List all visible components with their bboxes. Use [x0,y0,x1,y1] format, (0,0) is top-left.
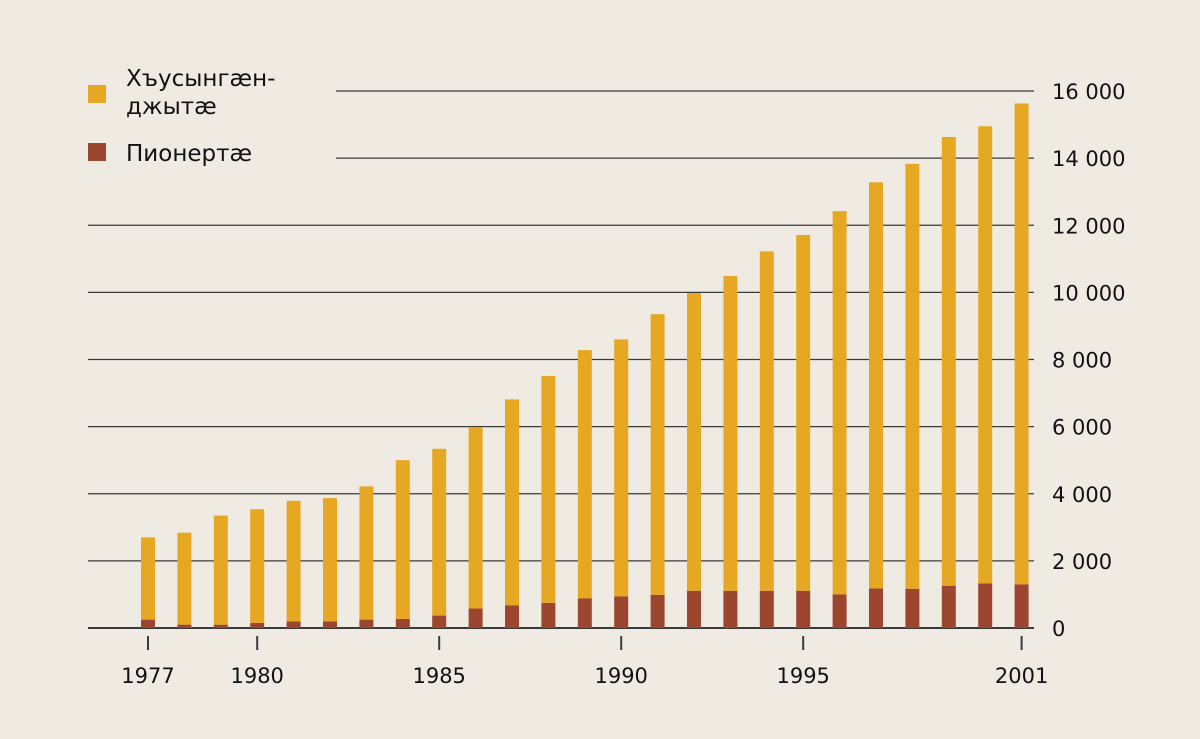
bar-segment-listeners-1995 [796,234,811,591]
y-tick-label: 6 000 [1052,416,1112,440]
y-tick-label: 8 000 [1052,349,1112,373]
bar-segment-pioneers-1989 [577,598,592,628]
bar-segment-listeners-1991 [650,314,665,595]
x-axis: 1977 1980 1985 1990 1995 2001 [121,636,1048,688]
legend: Хъусынгæн-джытæ Пионертæ [88,66,275,167]
y-tick-label: 12 000 [1052,214,1125,238]
bar-segment-listeners-1994 [759,251,774,591]
bar-segment-listeners-1998 [905,163,920,589]
bars [141,103,1029,628]
legend-label-listeners-line2: джытæ [126,94,217,120]
bar-segment-listeners-1982 [323,498,337,622]
bar-segment-pioneers-1980 [250,622,265,628]
bar-segment-pioneers-1985 [432,615,447,628]
bar-segment-listeners-1987 [505,399,519,606]
bar-segment-listeners-1978 [177,532,192,625]
bar-segment-pioneers-1988 [541,602,556,628]
y-tick-label: 0 [1052,617,1065,641]
bar-segment-listeners-1997 [869,182,883,589]
legend-swatch-listeners [88,85,106,103]
bar-segment-listeners-1996 [832,211,847,595]
x-tick-label: 1977 [121,664,174,688]
x-tick-label: 1990 [594,664,647,688]
legend-swatch-pioneers [88,143,106,161]
bar-segment-pioneers-1990 [614,596,629,628]
bar-segment-listeners-1992 [687,293,701,591]
y-tick-label: 4 000 [1052,483,1112,507]
x-tick-label: 1995 [776,664,829,688]
bar-segment-listeners-2000 [978,126,993,584]
bar-segment-pioneers-1981 [286,621,301,628]
bar-segment-pioneers-1986 [468,608,483,628]
x-tick-label: 2001 [995,664,1048,688]
bar-segment-listeners-1984 [395,460,410,619]
bar-segment-pioneers-1994 [759,590,774,628]
bar-segment-pioneers-1999 [941,585,956,628]
x-tick-label: 1985 [412,664,465,688]
bar-segment-listeners-1977 [141,537,155,620]
bar-segment-pioneers-1982 [323,621,337,628]
bar-segment-pioneers-1984 [395,618,410,628]
bar-segment-pioneers-1998 [905,588,920,628]
bar-segment-pioneers-1996 [832,594,847,628]
bar-segment-listeners-1993 [723,275,738,591]
bar-segment-pioneers-1992 [687,590,701,628]
bar-segment-pioneers-1993 [723,590,738,628]
bar-segment-listeners-1989 [577,350,592,599]
y-tick-label: 16 000 [1052,80,1125,104]
y-tick-label: 10 000 [1052,281,1125,305]
legend-label-listeners-line1: Хъусынгæн- [126,66,275,92]
bar-segment-pioneers-1977 [141,619,155,628]
bar-segment-pioneers-1991 [650,594,665,628]
legend-label-pioneers: Пионертæ [126,141,252,167]
gridlines [88,90,1034,629]
bar-segment-listeners-1985 [432,448,447,616]
bar-segment-pioneers-1978 [177,624,192,628]
bar-segment-pioneers-2000 [978,583,993,628]
bar-segment-listeners-1988 [541,375,556,603]
x-tick-label: 1980 [230,664,283,688]
y-axis: 0 2 000 4 000 6 000 8 000 10 000 12 000 14 000 1… [1052,80,1125,641]
bar-segment-listeners-2001 [1014,103,1029,585]
bar-segment-listeners-1980 [250,509,265,623]
bar-segment-pioneers-1979 [213,624,228,628]
bar-segment-listeners-1979 [213,515,228,625]
bar-segment-pioneers-1995 [796,590,811,628]
bar-segment-listeners-1999 [941,136,956,586]
bar-segment-listeners-1981 [286,500,301,622]
bar-segment-pioneers-1997 [869,588,883,628]
bar-segment-listeners-1990 [614,339,629,597]
bar-segment-pioneers-2001 [1014,584,1029,628]
bar-segment-pioneers-1983 [359,619,374,628]
bar-segment-pioneers-1987 [505,605,519,628]
bar-segment-listeners-1983 [359,486,374,620]
y-tick-label: 2 000 [1052,550,1112,574]
bar-segment-listeners-1986 [468,427,483,609]
y-tick-label: 14 000 [1052,147,1125,171]
